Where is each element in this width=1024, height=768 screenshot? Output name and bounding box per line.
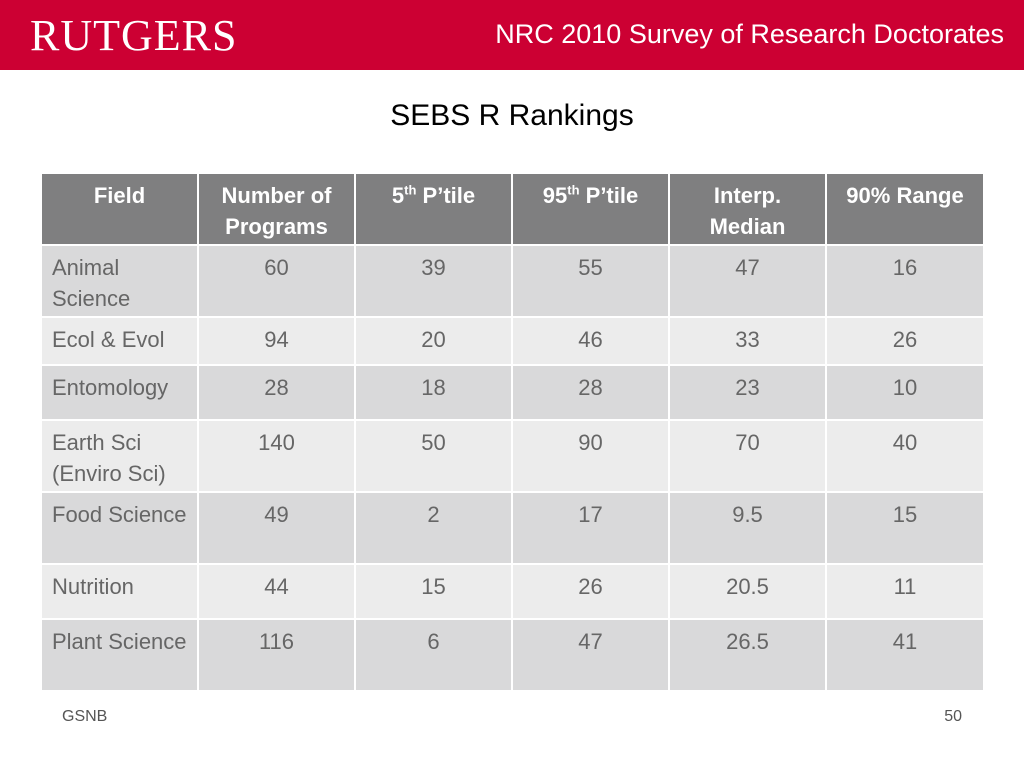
cell-median: 70 [668,419,827,493]
cell-range: 10 [825,364,985,421]
rankings-table-container: Field Number of Programs 5th P’tile 95th… [40,172,985,692]
cell-range: 16 [825,244,985,318]
table-row: Ecol & Evol 94 20 46 33 26 [40,316,985,366]
cell-p5: 6 [354,618,513,692]
table-row: Nutrition 44 15 26 20.5 11 [40,563,985,620]
cell-field: Plant Science [40,618,199,692]
cell-p5: 39 [354,244,513,318]
page-number: 50 [944,708,962,725]
cell-field: Earth Sci (Enviro Sci) [40,419,199,493]
column-header-programs: Number of Programs [197,172,356,246]
header-bar: RUTGERS NRC 2010 Survey of Research Doct… [0,0,1024,70]
cell-p95: 55 [511,244,670,318]
table-header-row: Field Number of Programs 5th P’tile 95th… [40,172,985,246]
cell-field: Ecol & Evol [40,316,199,366]
footer-label: GSNB [62,708,108,725]
cell-programs: 44 [197,563,356,620]
table-row: Food Science 49 2 17 9.5 15 [40,491,985,565]
cell-field: Animal Science [40,244,199,318]
slide-title: SEBS R Rankings [390,99,634,132]
column-header-median: Interp. Median [668,172,827,246]
cell-p5: 50 [354,419,513,493]
rutgers-logo: RUTGERS [30,11,238,60]
cell-median: 26.5 [668,618,827,692]
cell-programs: 94 [197,316,356,366]
cell-median: 9.5 [668,491,827,565]
cell-field: Food Science [40,491,199,565]
rankings-table: Field Number of Programs 5th P’tile 95th… [40,172,985,692]
cell-range: 40 [825,419,985,493]
header-title: NRC 2010 Survey of Research Doctorates [495,19,1004,49]
table-row: Plant Science 116 6 47 26.5 41 [40,618,985,692]
cell-programs: 49 [197,491,356,565]
cell-programs: 60 [197,244,356,318]
cell-range: 15 [825,491,985,565]
cell-programs: 140 [197,419,356,493]
cell-p95: 46 [511,316,670,366]
cell-p5: 15 [354,563,513,620]
column-header-5th-percentile: 5th P’tile [354,172,513,246]
cell-median: 20.5 [668,563,827,620]
column-header-range: 90% Range [825,172,985,246]
cell-range: 11 [825,563,985,620]
table-row: Earth Sci (Enviro Sci) 140 50 90 70 40 [40,419,985,493]
cell-median: 33 [668,316,827,366]
cell-p95: 47 [511,618,670,692]
cell-field: Entomology [40,364,199,421]
table-row: Entomology 28 18 28 23 10 [40,364,985,421]
cell-p5: 20 [354,316,513,366]
cell-p95: 90 [511,419,670,493]
cell-range: 41 [825,618,985,692]
cell-field: Nutrition [40,563,199,620]
cell-p5: 2 [354,491,513,565]
cell-median: 47 [668,244,827,318]
cell-p5: 18 [354,364,513,421]
cell-range: 26 [825,316,985,366]
table-row: Animal Science 60 39 55 47 16 [40,244,985,318]
cell-median: 23 [668,364,827,421]
cell-p95: 26 [511,563,670,620]
column-header-field: Field [40,172,199,246]
cell-p95: 17 [511,491,670,565]
cell-programs: 116 [197,618,356,692]
cell-p95: 28 [511,364,670,421]
column-header-95th-percentile: 95th P’tile [511,172,670,246]
cell-programs: 28 [197,364,356,421]
